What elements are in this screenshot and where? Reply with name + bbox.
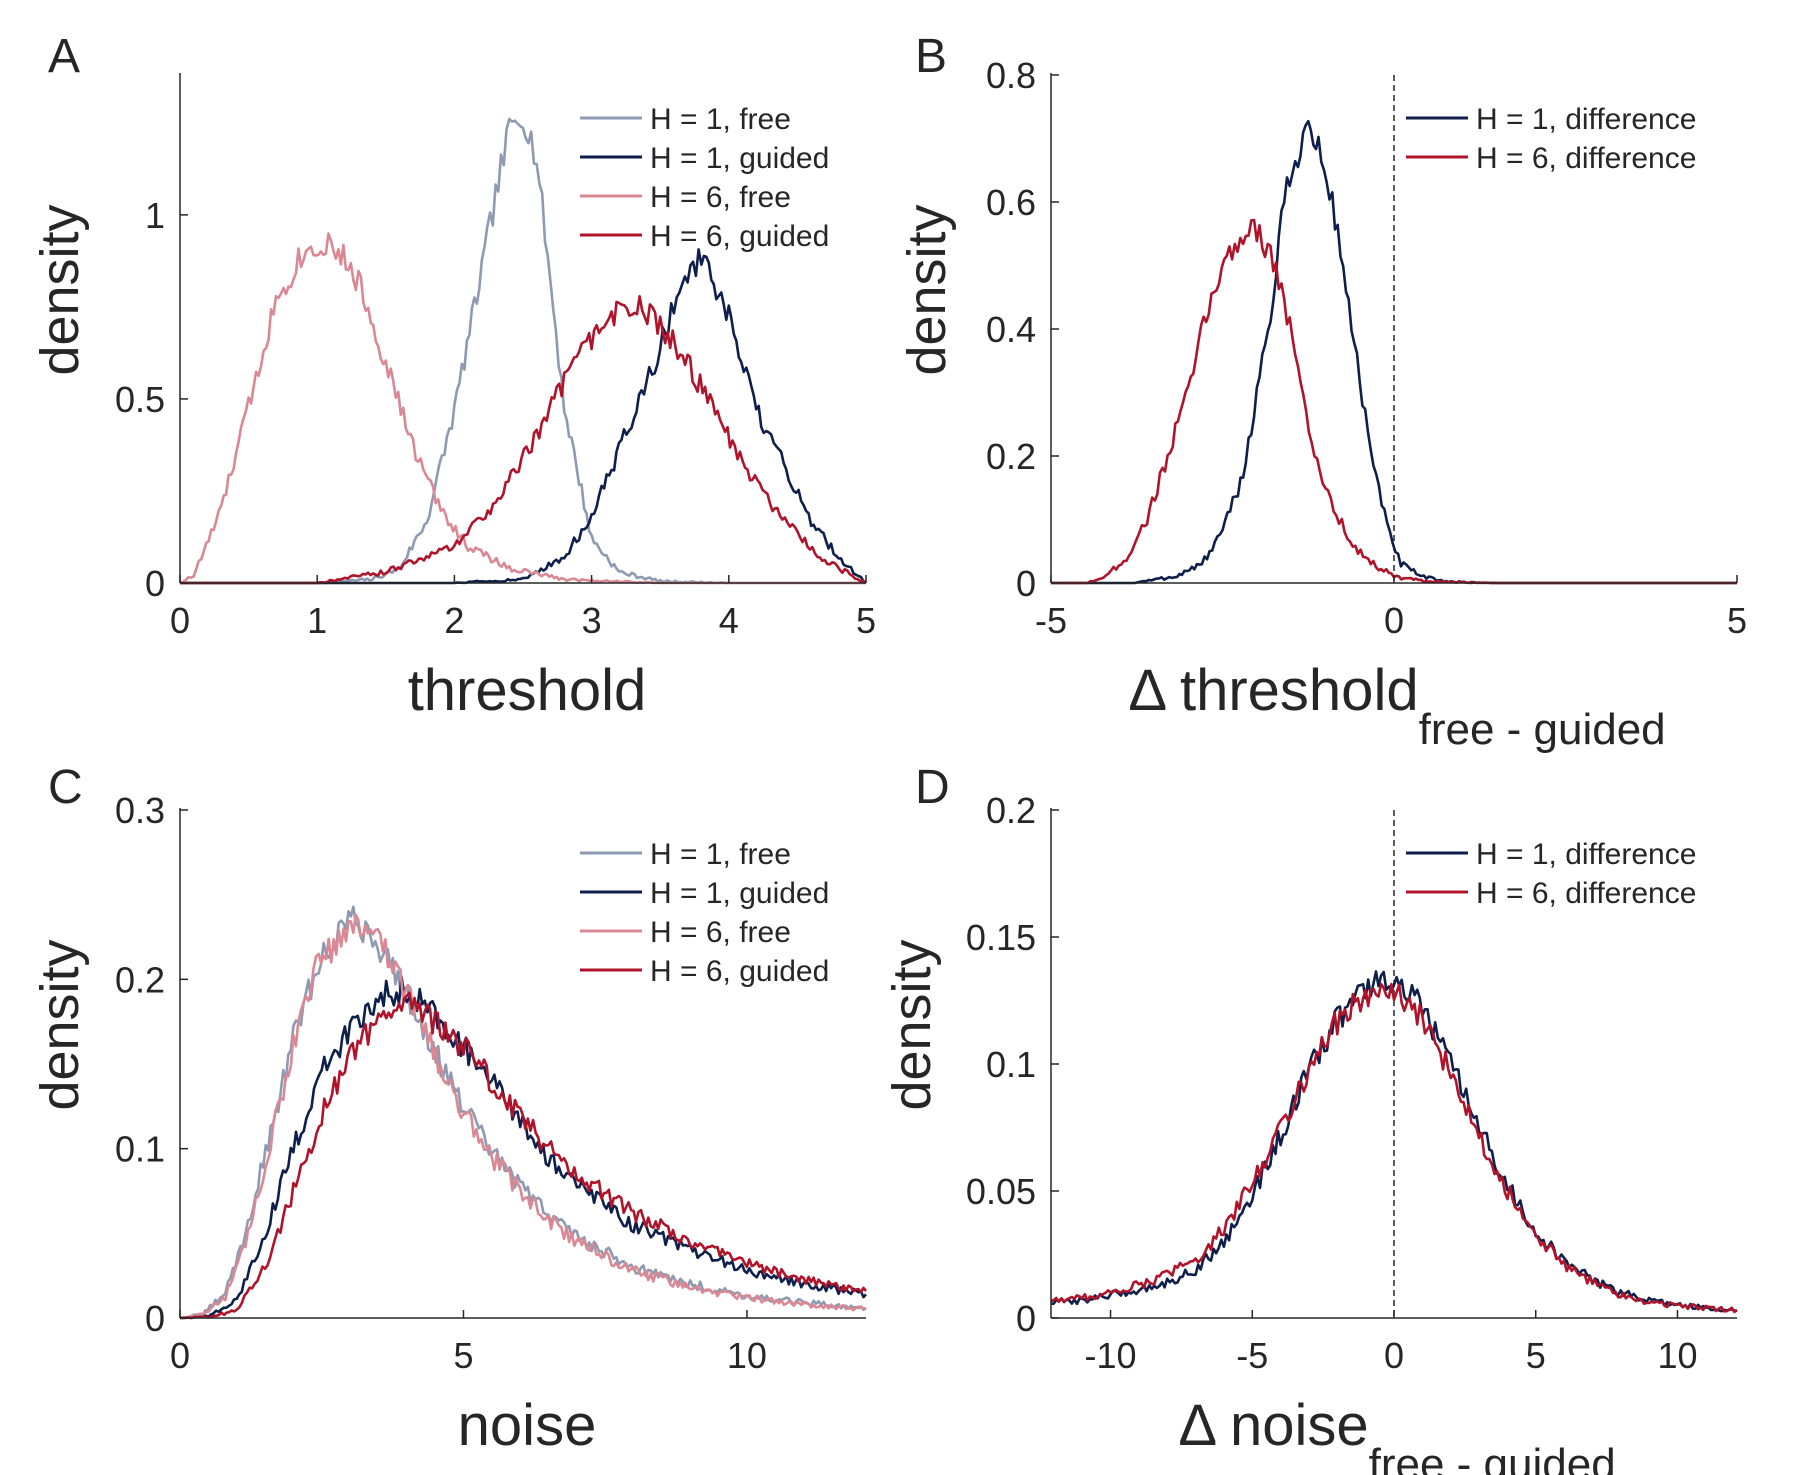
panel-a-x-tick-label: 0 (170, 600, 190, 641)
panel-a-legend-label-1: H = 1, free (650, 103, 791, 136)
panel-d-x-tick-label: 5 (1526, 1335, 1546, 1376)
panel-a-x-tick-label: 5 (856, 600, 876, 641)
panel-d-x-label-sub: free - guided (1369, 1440, 1616, 1475)
panel-d-y-tick-label: 0.05 (966, 1171, 1036, 1212)
panel-c-x-label: noise (458, 1393, 597, 1458)
panel-d-y-tick-label: 0 (1016, 1298, 1036, 1339)
panel-c-y-label: density (30, 939, 90, 1110)
panel-d: D density Δ noisefree - guided -10 -5 0 5 10… (882, 761, 1738, 1475)
panel-b: B density Δ thresholdfree - guided -5 0 50… (897, 30, 1747, 754)
panel-c: C density noise 0 5 10 0 0.1 0.2 0.3 H = 1, fre… (30, 761, 867, 1458)
panel-c-legend: H = 1, free H = 1, guided H = 6, free H = 6… (580, 838, 829, 988)
panel-a-legend-label-3: H = 6, free (650, 181, 791, 214)
panel-a-y-tick-label: 1 (145, 195, 165, 236)
panel-d-legend: H = 1, difference H = 6, difference (1406, 838, 1696, 910)
panel-a-y-tick-label: 0 (145, 563, 165, 604)
panel-c-legend-label-3: H = 6, free (650, 916, 791, 949)
panel-a-x-tick-label: 1 (307, 600, 327, 641)
panel-d-y-tick-label: 0.2 (986, 790, 1036, 831)
panel-c-series-line-2 (179, 975, 867, 1320)
panel-d-x-tick-label: 0 (1384, 1335, 1404, 1376)
panel-a-x-tick-label: 2 (444, 600, 464, 641)
panel-letter-c: C (48, 761, 83, 814)
panel-a-y-label: density (30, 204, 90, 375)
panel-d-legend-label-1: H = 1, difference (1476, 838, 1696, 871)
panel-d-x-label: Δ noisefree - guided (1178, 1393, 1615, 1475)
panel-b-x-tick-label: 5 (1727, 600, 1747, 641)
panel-d-series-line-2 (1050, 982, 1738, 1314)
panel-d-y-tick-label: 0.15 (966, 917, 1036, 958)
panel-b-x-tick-label: 0 (1384, 600, 1404, 641)
panel-letter-a: A (48, 30, 80, 83)
panel-b-legend: H = 1, difference H = 6, difference (1406, 103, 1696, 175)
panel-b-x-tick-label: -5 (1035, 600, 1067, 641)
panel-c-legend-label-4: H = 6, guided (650, 955, 829, 988)
panel-c-x-tick-label: 0 (170, 1335, 190, 1376)
panel-b-y-label: density (897, 204, 957, 375)
panel-c-y-tick-label: 0.3 (115, 790, 165, 831)
panel-a: A density threshold 0 1 2 3 4 5 0 0.5 1 H = 1, fr… (30, 30, 876, 723)
panel-a-x-tick-label: 3 (582, 600, 602, 641)
panel-d-x-label-main: Δ noise (1178, 1393, 1368, 1458)
panel-letter-d: D (915, 761, 950, 814)
panel-b-legend-label-1: H = 1, difference (1476, 103, 1696, 136)
panel-b-y-tick-label: 0.4 (986, 309, 1036, 350)
panel-c-series-line-4 (180, 991, 867, 1320)
panel-d-x-tick-label: -10 (1085, 1335, 1137, 1376)
panel-d-legend-label-2: H = 6, difference (1476, 877, 1696, 910)
panel-d-y-tick-label: 0.1 (986, 1044, 1036, 1085)
panel-c-legend-label-1: H = 1, free (650, 838, 791, 871)
panel-a-x-tick-label: 4 (719, 600, 739, 641)
panel-b-y-tick-label: 0 (1016, 563, 1036, 604)
panel-a-legend: H = 1, free H = 1, guided H = 6, free H = 6… (580, 103, 829, 253)
panel-a-legend-label-2: H = 1, guided (650, 142, 829, 175)
panel-a-legend-label-4: H = 6, guided (650, 220, 829, 253)
panel-c-y-tick-label: 0.1 (115, 1129, 165, 1170)
panel-c-legend-label-2: H = 1, guided (650, 877, 829, 910)
panel-c-y-tick-label: 0 (145, 1298, 165, 1339)
panel-c-x-tick-label: 5 (453, 1335, 473, 1376)
panel-c-x-tick-label: 10 (727, 1335, 767, 1376)
panel-d-x-tick-label: -5 (1236, 1335, 1268, 1376)
panel-a-y-tick-label: 0.5 (115, 379, 165, 420)
panel-b-legend-label-2: H = 6, difference (1476, 142, 1696, 175)
panel-c-series-line-3 (179, 913, 867, 1320)
panel-b-y-tick-label: 0.8 (986, 55, 1036, 96)
panel-a-x-label: threshold (408, 658, 647, 723)
panel-b-y-tick-label: 0.2 (986, 436, 1036, 477)
panel-b-x-label-main: Δ threshold (1128, 658, 1418, 723)
panel-b-x-label: Δ thresholdfree - guided (1128, 658, 1665, 754)
panel-b-y-tick-label: 0.6 (986, 182, 1036, 223)
panel-c-y-tick-label: 0.2 (115, 959, 165, 1000)
panel-d-x-tick-label: 10 (1657, 1335, 1697, 1376)
panel-letter-b: B (915, 30, 947, 83)
panel-d-y-label: density (882, 939, 942, 1110)
panel-b-x-label-sub: free - guided (1419, 705, 1666, 754)
